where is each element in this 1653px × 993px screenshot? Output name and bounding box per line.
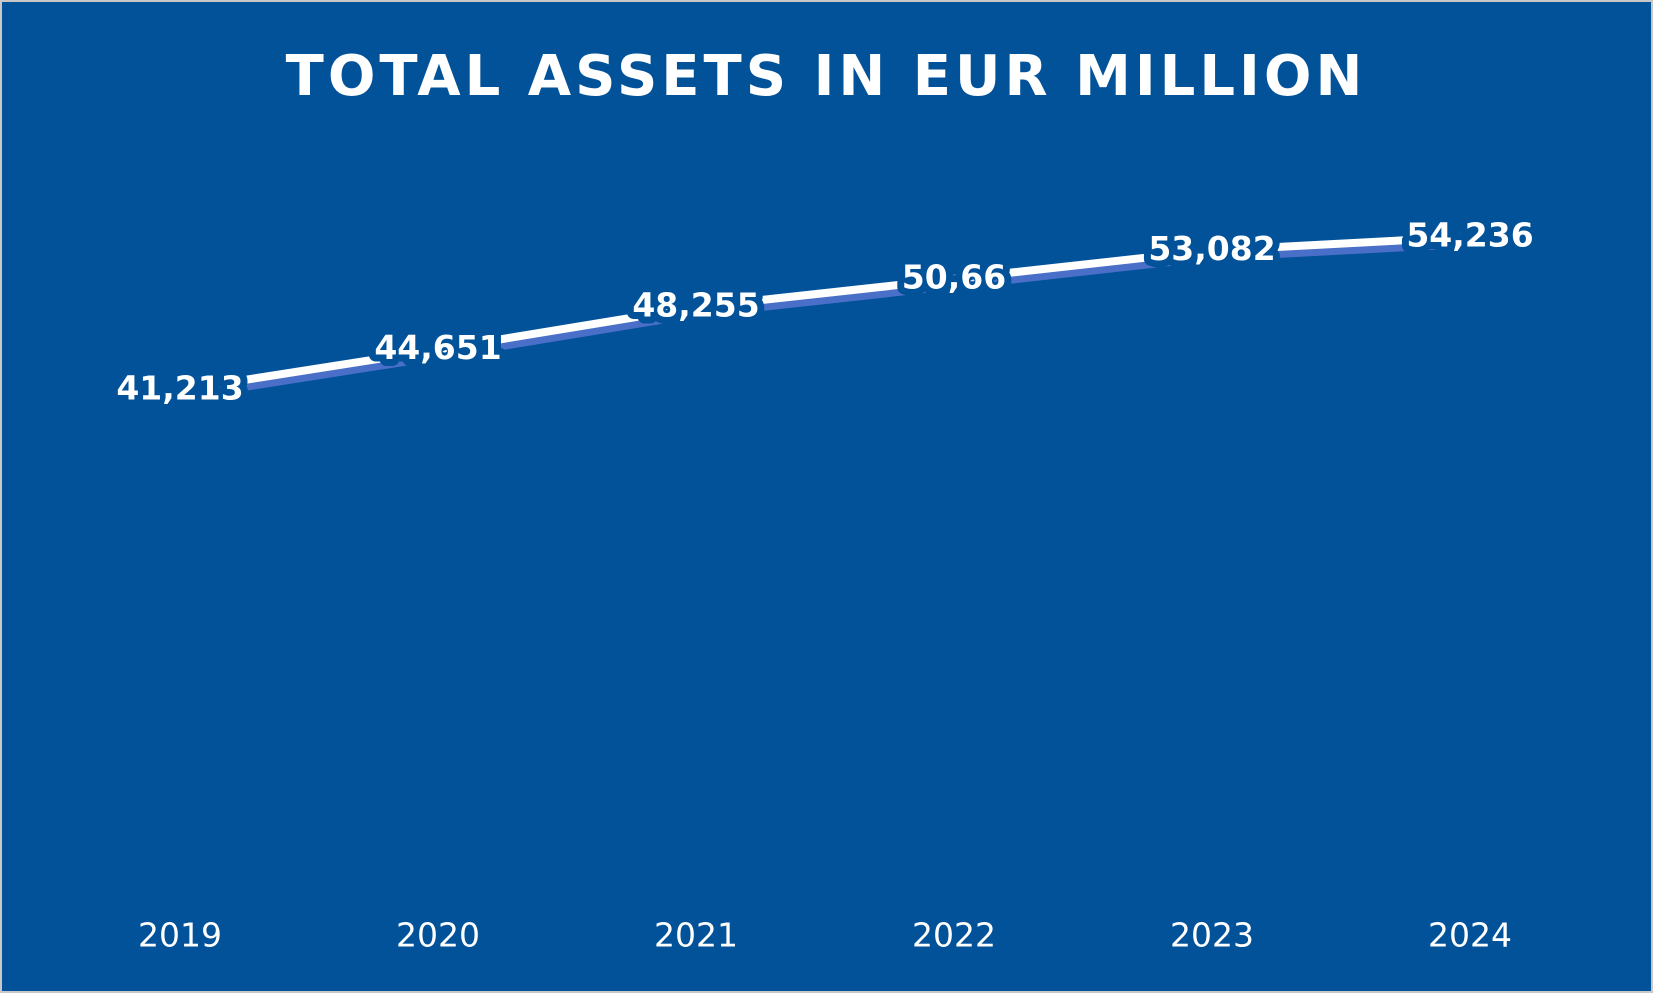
x-tick-label: 2020: [396, 916, 480, 955]
data-label: 54,236: [1406, 215, 1533, 254]
data-label: 53,082: [1148, 229, 1275, 268]
data-label: 41,213: [116, 369, 243, 408]
x-tick-label: 2019: [138, 916, 222, 955]
data-label: 50,66: [902, 257, 1006, 296]
x-tick-label: 2021: [654, 916, 738, 955]
data-label: 48,255: [632, 286, 759, 325]
chart-title: TOTAL ASSETS IN EUR MILLION: [286, 44, 1367, 109]
data-label: 44,651: [374, 328, 501, 367]
line: [179, 232, 1471, 395]
x-tick-label: 2022: [912, 916, 996, 955]
line-shadow: [179, 239, 1471, 402]
x-tick-label: 2024: [1428, 916, 1512, 955]
x-tick-label: 2023: [1170, 916, 1254, 955]
